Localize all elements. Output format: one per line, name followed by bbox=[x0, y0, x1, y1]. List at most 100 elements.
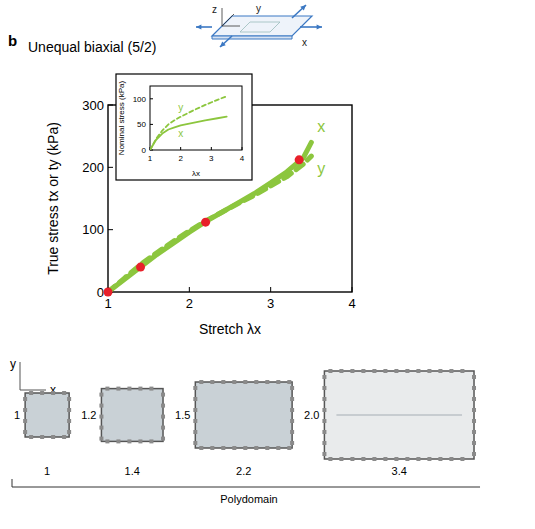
clamp bbox=[193, 408, 197, 412]
photo-x-label: 2.2 bbox=[236, 465, 251, 477]
clamp bbox=[149, 439, 153, 443]
photo-y-label: 1.5 bbox=[175, 409, 190, 421]
clamp bbox=[361, 369, 365, 373]
clamp bbox=[290, 419, 294, 423]
clamp bbox=[265, 380, 269, 384]
clamp bbox=[161, 426, 165, 430]
clamp bbox=[199, 446, 203, 450]
clamp bbox=[290, 430, 294, 434]
series-label: y bbox=[317, 160, 325, 177]
x-axis-title: Stretch λx bbox=[199, 321, 261, 337]
photos: yx111.21.41.52.22.03.4Polydomain bbox=[10, 357, 480, 505]
series-label: y bbox=[178, 102, 183, 113]
photo-y-label: 2.0 bbox=[304, 409, 319, 421]
clamp bbox=[328, 457, 332, 461]
y-tick bbox=[108, 229, 113, 230]
clamp bbox=[322, 419, 326, 423]
caption: Polydomain bbox=[220, 493, 277, 505]
clamp bbox=[29, 391, 33, 395]
clamp bbox=[232, 380, 236, 384]
clamp bbox=[105, 439, 109, 443]
figure: bzyx12340100200300Stretch λxTrue stress … bbox=[0, 0, 535, 529]
clamp bbox=[350, 457, 354, 461]
photo bbox=[195, 382, 292, 448]
clamp bbox=[322, 386, 326, 390]
clamp bbox=[51, 391, 55, 395]
arrow-x-left-head bbox=[196, 24, 201, 29]
clamp bbox=[472, 441, 476, 445]
x-tick bbox=[180, 147, 181, 150]
clamp bbox=[232, 446, 236, 450]
x-tick-label: 3 bbox=[209, 154, 214, 163]
x-tick bbox=[242, 147, 243, 150]
clamp bbox=[221, 380, 225, 384]
indicator-y bbox=[20, 362, 21, 390]
plate-edge bbox=[212, 36, 292, 39]
clamp bbox=[472, 452, 476, 456]
clamp bbox=[276, 380, 280, 384]
clamp bbox=[287, 446, 291, 450]
axis-y bbox=[222, 14, 234, 26]
clamp bbox=[23, 397, 27, 401]
clamp bbox=[161, 437, 165, 441]
x-tick-label: 3 bbox=[267, 296, 274, 311]
clamp bbox=[472, 419, 476, 423]
clamp bbox=[322, 375, 326, 379]
clamp bbox=[67, 430, 71, 434]
caption-line bbox=[12, 487, 480, 488]
y-axis-title: True stress tx or ty (kPa) bbox=[45, 122, 61, 275]
clamp bbox=[193, 419, 197, 423]
series-label: x bbox=[317, 118, 325, 135]
schematic: zyx bbox=[196, 3, 322, 48]
plot-frame bbox=[150, 86, 242, 150]
y-tick bbox=[150, 98, 153, 99]
x-tick-label: 1 bbox=[104, 296, 111, 311]
clamp bbox=[339, 457, 343, 461]
clamp bbox=[67, 408, 71, 412]
x-tick-label: 4 bbox=[348, 296, 355, 311]
clamp bbox=[193, 397, 197, 401]
photo-x-label: 1.4 bbox=[125, 465, 140, 477]
clamp bbox=[427, 369, 431, 373]
panel-letter: b bbox=[8, 32, 17, 49]
y-tick-label: 0 bbox=[97, 285, 104, 300]
photo-y-label: 1 bbox=[14, 409, 20, 421]
clamp bbox=[149, 387, 153, 391]
clamp bbox=[116, 439, 120, 443]
clamp bbox=[449, 457, 453, 461]
schematic-label: y bbox=[256, 3, 261, 14]
y-tick-label: 300 bbox=[82, 98, 104, 113]
arrow-y-up bbox=[292, 5, 306, 18]
y-tick bbox=[108, 167, 113, 168]
clamp bbox=[23, 408, 27, 412]
clamp bbox=[394, 369, 398, 373]
photo bbox=[324, 371, 474, 459]
streak bbox=[336, 414, 462, 416]
clamp bbox=[23, 419, 27, 423]
x-tick-label: 4 bbox=[240, 154, 245, 163]
arrow-x-right-head bbox=[317, 24, 322, 29]
clamp bbox=[383, 369, 387, 373]
clamp bbox=[138, 439, 142, 443]
photo-x-label: 1 bbox=[44, 465, 50, 477]
clamp bbox=[350, 369, 354, 373]
chart-title: Unequal biaxial (5/2) bbox=[28, 39, 156, 55]
x-tick bbox=[352, 287, 353, 292]
clamp bbox=[199, 380, 203, 384]
clamp bbox=[290, 397, 294, 401]
clamp bbox=[99, 437, 103, 441]
photo-y-label: 1.2 bbox=[81, 409, 96, 421]
clamp bbox=[460, 457, 464, 461]
inset-chart: 1234050100λxNominal stress (kPa)yx bbox=[116, 74, 252, 180]
clamp bbox=[193, 430, 197, 434]
clamp bbox=[290, 408, 294, 412]
photo bbox=[101, 389, 163, 442]
clamp bbox=[67, 419, 71, 423]
clamp bbox=[243, 446, 247, 450]
series-line bbox=[150, 96, 227, 150]
point bbox=[136, 263, 145, 272]
clamp bbox=[276, 446, 280, 450]
plate-inner bbox=[240, 22, 280, 32]
clamp bbox=[322, 430, 326, 434]
clamp bbox=[99, 393, 103, 397]
